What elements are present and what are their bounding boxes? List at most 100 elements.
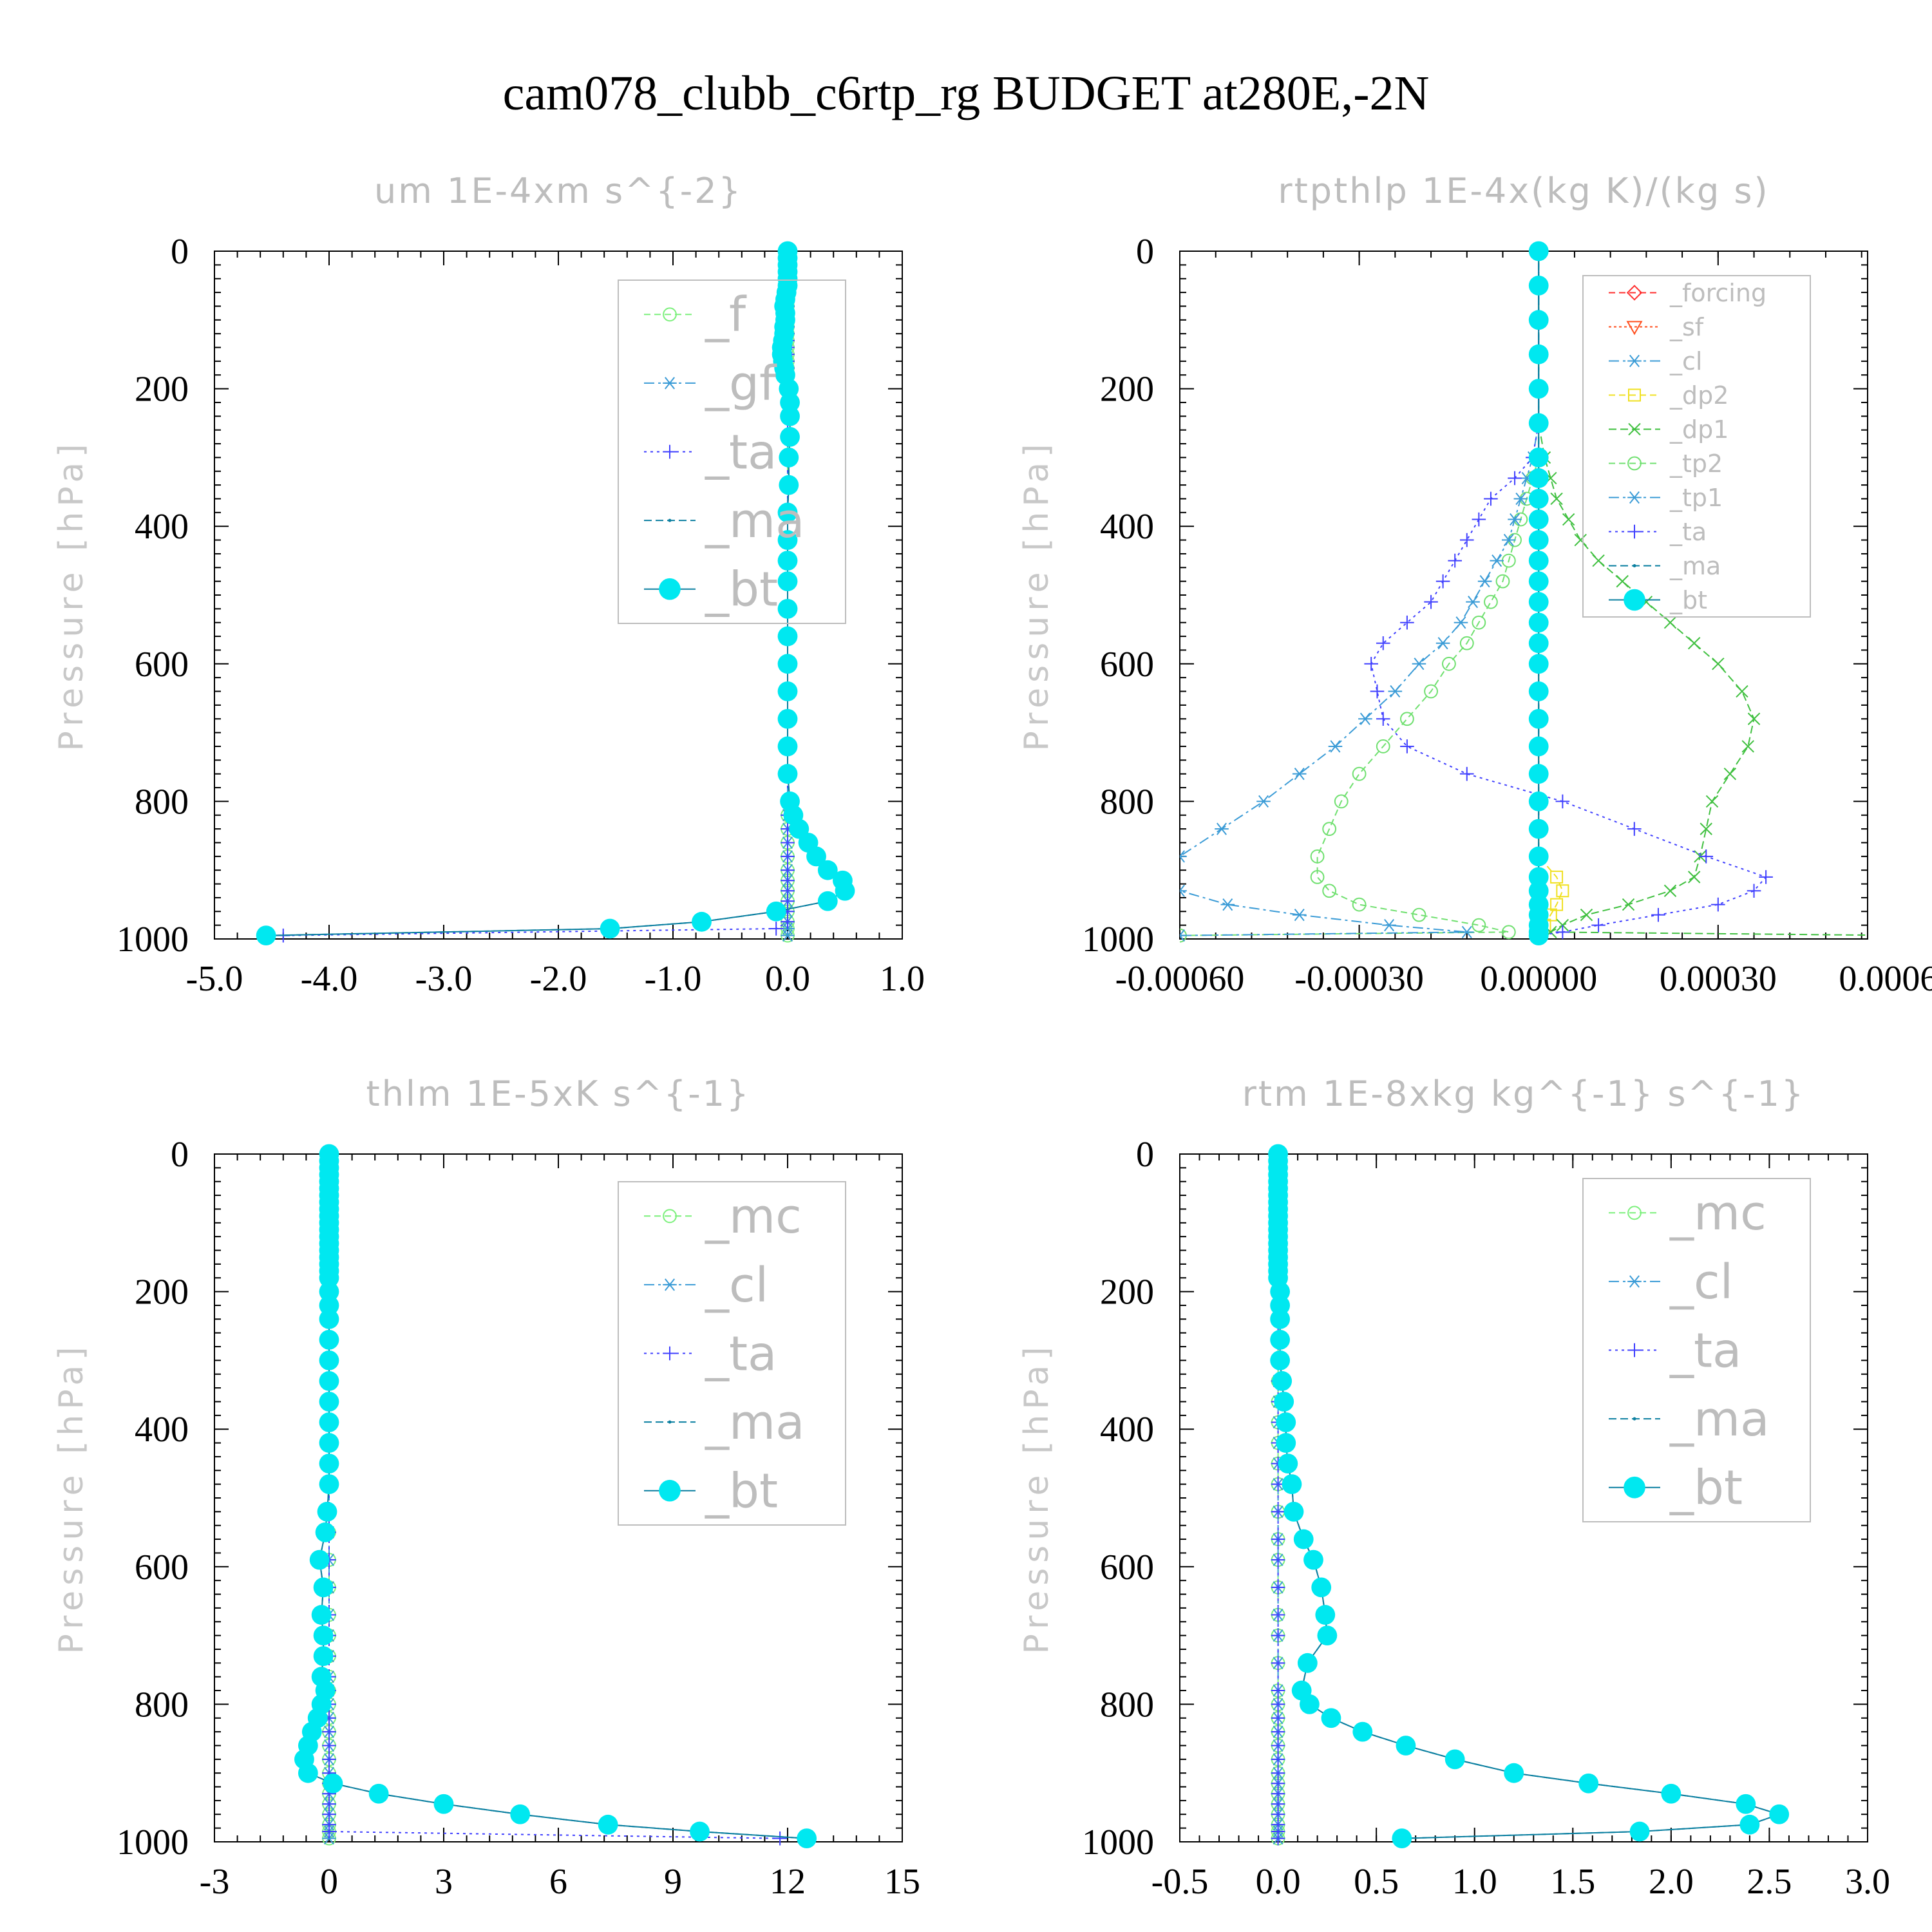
data-point_bt	[317, 1501, 337, 1522]
data-point_bt	[1293, 1529, 1314, 1549]
data-point_bt	[319, 1350, 339, 1370]
data-point_tp2	[1501, 925, 1516, 940]
panel-title: thlm 1E-5xK s^{-1}	[366, 1074, 751, 1114]
data-point_tp2	[1459, 636, 1474, 650]
data-point_bt	[1528, 764, 1549, 784]
data-point_tp1	[1180, 884, 1187, 897]
data-point_bt	[1528, 925, 1549, 946]
y-tick-label: 1000	[1082, 1823, 1154, 1862]
data-point_bt	[600, 918, 620, 939]
data-point_ta	[1271, 1697, 1285, 1712]
data-point_bt	[510, 1804, 531, 1824]
legend: _forcing _sf _cl _dp2 _dp1 _tp2 _tp1 _ta _ma _bt	[1582, 275, 1811, 618]
data-point_tp2	[1322, 884, 1337, 898]
plot-area	[256, 241, 855, 946]
data-point_ta	[1400, 615, 1414, 630]
figure-title: cam078_clubb_c6rtp_rg BUDGET at280E,-2N	[503, 66, 1430, 120]
data-point_tp1	[1459, 925, 1474, 938]
data-point_bt	[1528, 592, 1549, 612]
data-point_gf	[781, 929, 795, 942]
plot-area	[1180, 241, 1868, 946]
data-point_bt	[319, 1329, 339, 1350]
data-point_ta	[1484, 491, 1498, 506]
legend-marker_ma	[668, 518, 672, 522]
data-point_ta	[1555, 925, 1570, 940]
x-tick-label: -3.0	[415, 959, 473, 999]
data-point_bt	[319, 1282, 339, 1302]
y-tick-label: 1000	[1082, 920, 1154, 960]
data-point_dp1	[1705, 795, 1719, 808]
data-point_bt	[1270, 1350, 1291, 1370]
data-point_bt	[1769, 1804, 1790, 1824]
data-point_bt	[1276, 1433, 1296, 1453]
legend-marker_f	[663, 307, 677, 322]
data-point_tp1	[1466, 596, 1480, 609]
legend-label_bt: _bt	[705, 562, 778, 618]
data-point_dp1	[1700, 822, 1712, 835]
data-point_bt	[1270, 1282, 1291, 1302]
legend-marker_tp1	[1627, 491, 1642, 504]
data-point_ta	[1472, 512, 1486, 527]
data-point_bt	[256, 925, 276, 946]
legend-label_ma: _ma	[1669, 552, 1721, 580]
y-tick-label: 400	[1100, 1410, 1154, 1450]
data-point_ta	[1376, 712, 1390, 726]
data-point_bt	[319, 1309, 339, 1329]
data-point_ta	[1271, 1831, 1285, 1846]
data-point_ta	[1459, 766, 1474, 781]
legend-marker_ta	[663, 444, 677, 459]
data-point_tp1	[1292, 908, 1307, 922]
panel-title: rtm 1E-8xkg kg^{-1} s^{-1}	[1242, 1074, 1806, 1114]
x-tick-label: -0.00030	[1294, 959, 1424, 999]
y-axis-label: Pressure [hPa]	[52, 439, 91, 752]
x-tick-label: -1.0	[645, 959, 702, 999]
x-tick-label: 1.0	[1452, 1862, 1497, 1902]
data-point_bt	[777, 551, 798, 571]
data-point_tp2	[1310, 869, 1325, 884]
data-point_ta	[1271, 1725, 1285, 1739]
data-point_bt	[313, 1625, 334, 1646]
data-point_bt	[1528, 379, 1549, 399]
data-point_ta	[1271, 1504, 1285, 1519]
data-point_dp2	[1550, 870, 1564, 884]
data-point_bt	[806, 846, 826, 867]
data-point_ta	[1271, 1580, 1285, 1595]
data-point_tp2	[1334, 794, 1349, 809]
data-point_tp1	[1508, 513, 1522, 526]
series_bt	[1528, 241, 1549, 946]
x-tick-label: 15	[884, 1862, 920, 1902]
data-point_dp1	[1687, 871, 1701, 884]
data-point_ta	[1271, 1656, 1285, 1671]
data-point_bt	[1528, 736, 1549, 757]
legend-label_sf: _sf	[1669, 313, 1705, 341]
data-point_ta	[769, 922, 783, 936]
data-point_bt	[319, 1433, 339, 1453]
data-point_bt	[1528, 448, 1549, 468]
legend-label_cl: _cl	[705, 1258, 768, 1313]
y-tick-label: 200	[1100, 370, 1154, 410]
y-tick-label: 0	[1136, 1135, 1154, 1175]
data-point_bt	[777, 502, 798, 523]
legend-box	[618, 279, 846, 624]
legend-marker_mc	[663, 1209, 677, 1224]
data-point_bt	[777, 530, 798, 550]
data-point_tp2	[1472, 918, 1486, 933]
data-point_bt	[1315, 1605, 1336, 1625]
legend-marker_dp2	[1628, 388, 1641, 402]
data-point_tp1	[1256, 795, 1271, 808]
data-point_ta	[1271, 1628, 1285, 1643]
x-tick-label: 0.5	[1354, 1862, 1399, 1902]
y-axis-label: Pressure [hPa]	[52, 1342, 91, 1654]
data-point_bt	[1528, 551, 1549, 571]
data-point_bt	[777, 681, 798, 701]
data-point_bt	[777, 626, 798, 647]
data-point_dp1	[1736, 685, 1748, 698]
data-point_tp1	[1435, 637, 1450, 650]
data-point_bt	[797, 1828, 817, 1849]
series_tp2	[1180, 244, 1546, 943]
legend-box	[618, 1181, 846, 1526]
data-point_bt	[1396, 1736, 1416, 1756]
data-point_ta	[781, 914, 795, 929]
data-point_ta	[322, 1725, 336, 1739]
data-point_bt	[1283, 1501, 1304, 1522]
